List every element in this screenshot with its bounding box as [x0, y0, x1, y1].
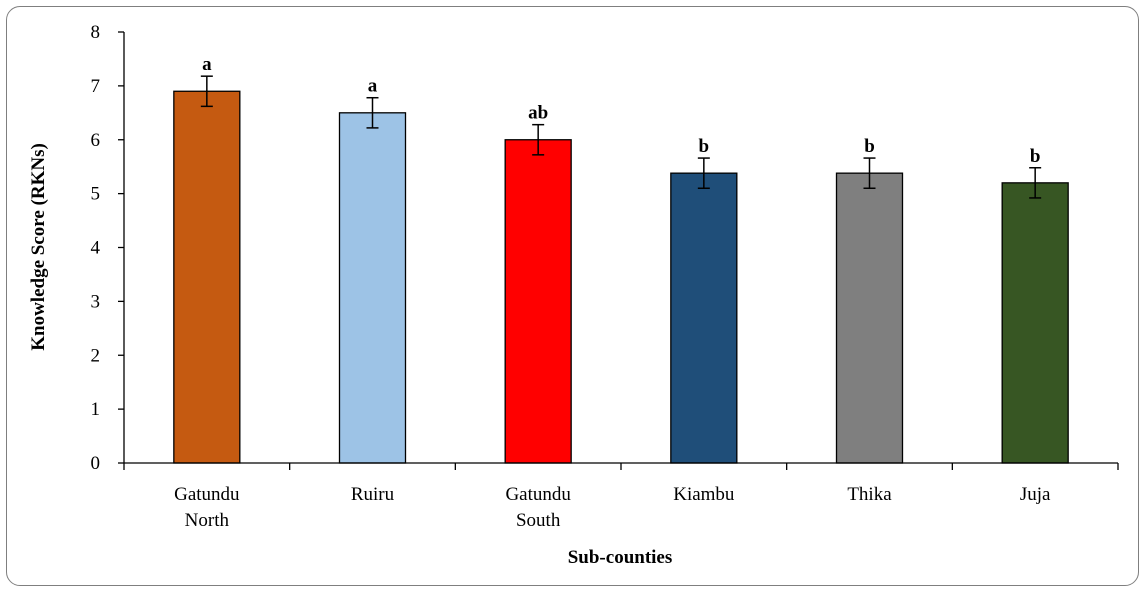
category-label: Gatundu: [174, 484, 240, 505]
category-label: South: [516, 510, 561, 531]
category-label: Ruiru: [351, 484, 395, 505]
bar: [504, 139, 572, 464]
axes: [123, 32, 1119, 470]
bar: [1001, 182, 1069, 464]
category-labels: Gatundu North Ruiru Gatundu South Kiambu Thika…: [174, 484, 1051, 531]
significance-letter: b: [1030, 146, 1041, 167]
significance-letter: a: [202, 54, 212, 75]
bar: [338, 112, 407, 464]
category-label: Thika: [847, 484, 892, 505]
y-tick-label: 0: [91, 453, 101, 474]
bar: [670, 172, 738, 464]
category-label: Kiambu: [673, 484, 735, 505]
y-tick-label: 4: [91, 238, 101, 259]
y-tick-label: 7: [91, 76, 101, 97]
bar: [835, 172, 904, 464]
y-tick-label: 8: [91, 22, 101, 43]
y-axis-ticks: 0 1 2 3 4 5 6 7 8: [91, 22, 124, 474]
y-tick-label: 5: [91, 184, 101, 205]
y-tick-label: 6: [91, 130, 101, 151]
y-axis-title: Knowledge Score (RKNs): [28, 143, 49, 351]
significance-letter: ab: [528, 103, 548, 124]
significance-letter: a: [368, 76, 378, 97]
bars: [173, 90, 1069, 464]
significance-letters: a a ab b b b: [202, 54, 1040, 167]
y-tick-label: 2: [91, 345, 101, 366]
category-label: North: [185, 510, 230, 531]
y-tick-label: 1: [91, 399, 101, 420]
category-label: Gatundu: [505, 484, 571, 505]
error-bars: [200, 75, 1042, 199]
bar: [173, 90, 241, 464]
x-axis-title: Sub-counties: [568, 547, 673, 568]
significance-letter: b: [864, 136, 875, 157]
category-label: Juja: [1020, 484, 1051, 505]
significance-letter: b: [699, 136, 710, 157]
y-tick-label: 3: [91, 291, 101, 312]
